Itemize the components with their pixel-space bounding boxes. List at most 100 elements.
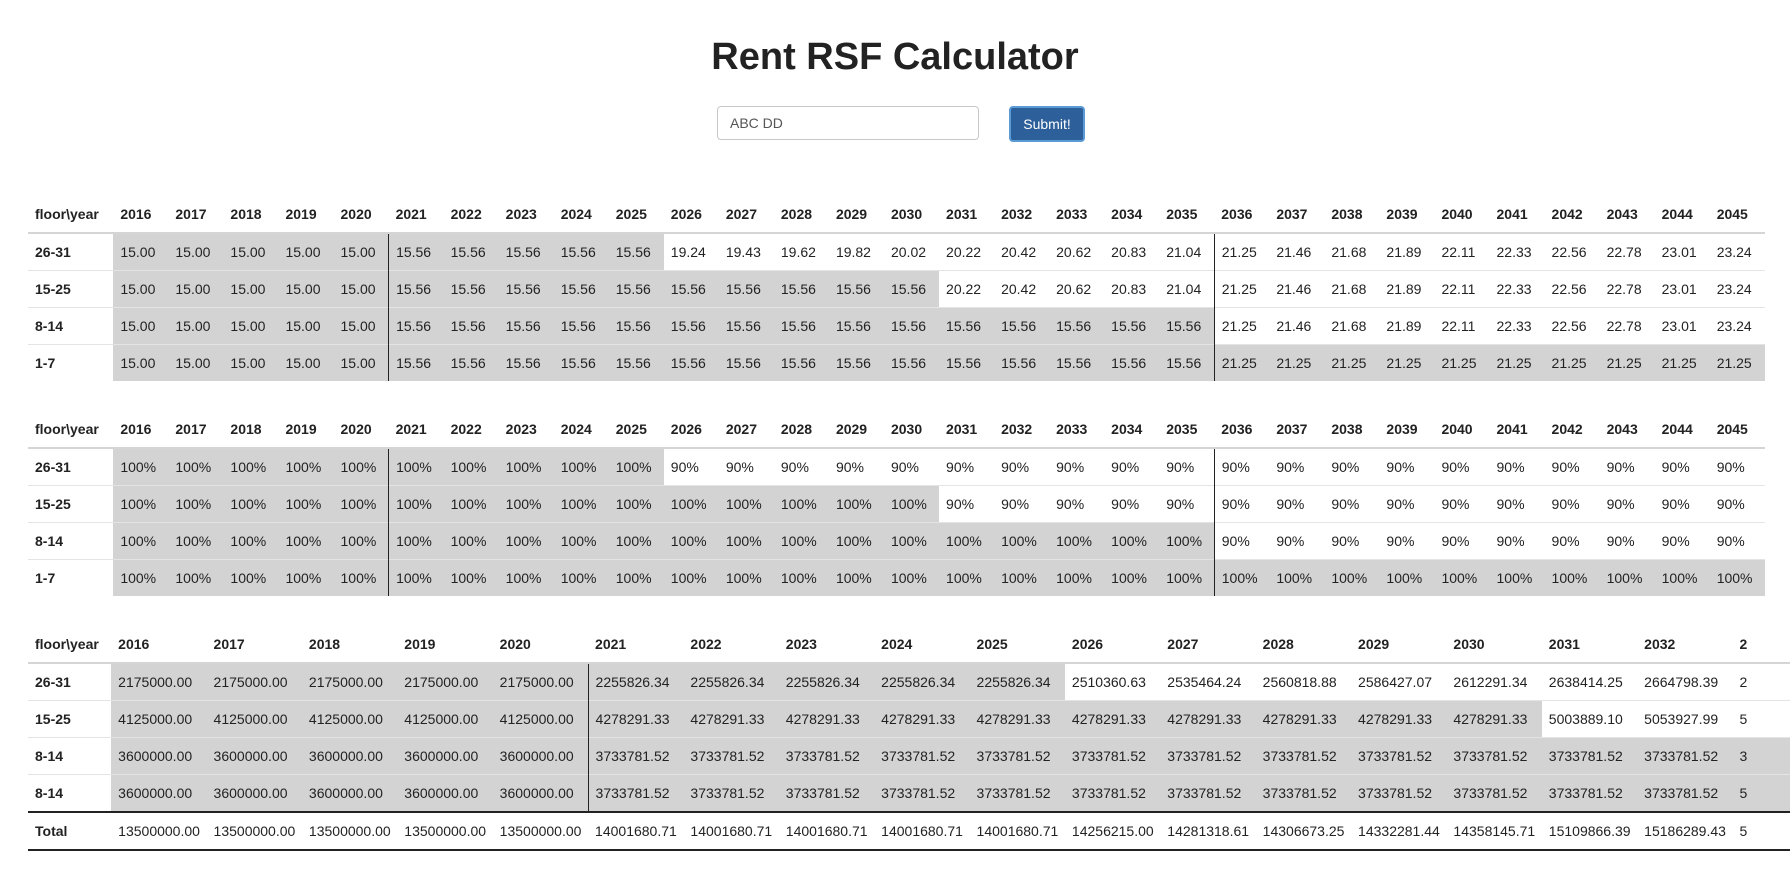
table-cell: 22.33 (1489, 307, 1545, 345)
table-row: 15-25 100% 100% 100% 100% 100% 100% 100% 100% 100… (28, 485, 1765, 523)
year-header: 2032 (994, 411, 1050, 449)
table-cell: 3733781.52 (778, 774, 875, 812)
submit-button[interactable]: Submit! (1009, 106, 1085, 142)
table-row: 8-14 100% 100% 100% 100% 100% 100% 100% 100% 100%… (28, 522, 1765, 560)
table-cell: 22.56 (1544, 270, 1600, 308)
table-cell: 15.56 (443, 232, 499, 271)
total-cell: 14332281.44 (1351, 811, 1447, 851)
table-cell: 15.56 (553, 344, 609, 381)
table-cell: 21.04 (1159, 232, 1215, 271)
table-cell: 4278291.33 (1255, 700, 1352, 738)
table-cell: 2638414.25 (1541, 662, 1638, 701)
table-cell: 20.22 (939, 232, 995, 271)
table-cell: 21.25 (1379, 344, 1435, 381)
table-row: 26-31 2175000.00 2175000.00 2175000.00 21750… (28, 662, 1790, 701)
total-cell: 14256215.00 (1064, 811, 1161, 851)
table-cell: 100% (1489, 559, 1545, 596)
table-cell: 15.56 (443, 307, 499, 345)
table-cell: 100% (718, 522, 774, 560)
table-row: 8-14 15.00 15.00 15.00 15.00 15.00 15.56 15.56 1… (28, 307, 1765, 345)
table-cell: 3733781.52 (1255, 774, 1352, 812)
table-cell: 100% (223, 559, 279, 596)
table-cell: 15.56 (828, 344, 884, 381)
table-cell: 100% (883, 559, 940, 596)
search-form: Submit! (717, 106, 1087, 142)
table-cell: 15.56 (388, 344, 444, 381)
year-header: 2034 (1104, 196, 1160, 234)
table-cell: 21.46 (1269, 270, 1325, 308)
table-cell: 90% (828, 447, 884, 486)
table-cell: 100% (388, 447, 444, 486)
table-cell: 22.78 (1599, 270, 1655, 308)
table-cell: 3733781.52 (1541, 737, 1638, 775)
table-cell: 15.56 (388, 307, 444, 345)
table-cell: 3733781.52 (1351, 774, 1447, 812)
year-header: 2027 (1160, 626, 1256, 664)
table-row: 8-14 3600000.00 3600000.00 3600000.00 360000… (28, 774, 1790, 812)
table-cell: 23.01 (1654, 307, 1710, 345)
year-header: 2028 (1255, 626, 1352, 664)
table-cell: 2175000.00 (301, 662, 398, 701)
table-cell: 15.00 (223, 344, 279, 381)
table-cell: 100% (443, 447, 499, 486)
table-cell: 100% (1213, 559, 1270, 596)
table-cell: 15.00 (223, 232, 279, 271)
table-cell: 100% (1104, 559, 1160, 596)
table-cell: 15.00 (333, 307, 389, 345)
table-cell: 15.56 (1104, 344, 1160, 381)
table-cell: 15.56 (718, 307, 774, 345)
table-cell: 2255826.34 (683, 662, 779, 701)
table-cell: 90% (1599, 485, 1655, 523)
table-cell: 5 (1732, 774, 1790, 812)
table-cell: 100% (608, 485, 664, 523)
table-cell: 15.56 (939, 344, 995, 381)
table-cell: 100% (278, 522, 334, 560)
table-cell: 100% (939, 522, 995, 560)
table-cell: 3733781.52 (683, 774, 779, 812)
year-header: 2044 (1654, 411, 1710, 449)
year-header: 2044 (1654, 196, 1710, 234)
table-cell: 90% (1324, 485, 1380, 523)
year-header: 2030 (883, 411, 940, 449)
table-cell: 100% (223, 447, 279, 486)
table-cell: 100% (773, 485, 829, 523)
table-cell: 100% (608, 559, 664, 596)
table-cell: 15.56 (828, 307, 884, 345)
table-cell: 4125000.00 (397, 700, 493, 738)
table-cell: 100% (1159, 522, 1215, 560)
table-row: 8-14 3600000.00 3600000.00 3600000.00 360000… (28, 737, 1790, 775)
table-cell: 90% (1269, 522, 1325, 560)
table-cell: 2255826.34 (969, 662, 1065, 701)
year-header: 2045 (1709, 196, 1765, 234)
table-cell: 3733781.52 (874, 737, 970, 775)
table-cell: 21.68 (1324, 232, 1380, 271)
table-cell: 15.56 (883, 344, 940, 381)
year-header: 2022 (443, 196, 499, 234)
table-cell: 20.83 (1104, 270, 1160, 308)
table-cell: 100% (553, 485, 609, 523)
table-cell: 21.25 (1709, 344, 1765, 381)
total-cell: 14001680.71 (778, 811, 875, 851)
table-cell: 19.62 (773, 232, 829, 271)
table-cell: 100% (498, 447, 554, 486)
year-header: 2042 (1544, 411, 1600, 449)
building-name-input[interactable] (717, 106, 979, 140)
table-cell: 100% (718, 559, 774, 596)
table-cell: 21.25 (1213, 270, 1270, 308)
table-cell: 3733781.52 (1255, 737, 1352, 775)
table-cell: 2510360.63 (1064, 662, 1161, 701)
table-cell: 21.46 (1269, 307, 1325, 345)
table-cell: 15.00 (223, 307, 279, 345)
floor-label: 26-31 (28, 662, 112, 701)
table-cell: 100% (608, 522, 664, 560)
table-cell: 90% (1544, 522, 1600, 560)
table-cell: 90% (1379, 447, 1435, 486)
table-cell: 90% (1159, 485, 1215, 523)
table-cell: 2255826.34 (587, 662, 684, 701)
year-header: 2029 (1351, 626, 1447, 664)
table-cell: 20.42 (994, 270, 1050, 308)
floor-label: 8-14 (28, 737, 112, 775)
total-cell: 14001680.71 (969, 811, 1065, 851)
table-cell: 100% (1379, 559, 1435, 596)
table-cell: 90% (1213, 522, 1270, 560)
